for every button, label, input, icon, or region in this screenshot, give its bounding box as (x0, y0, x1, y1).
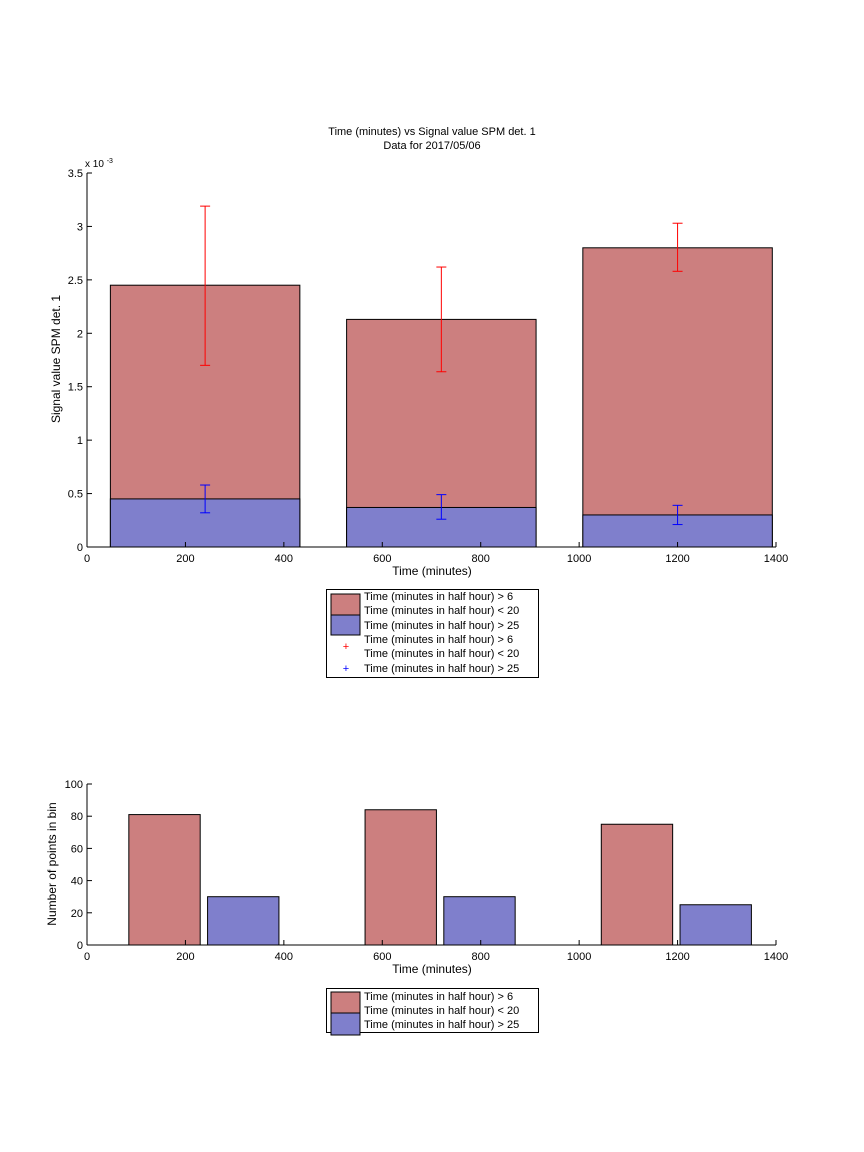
count-bar-blue (679, 904, 752, 946)
bottom-legend: Time (minutes in half hour) > 6 Time (mi… (326, 988, 539, 1036)
bottom-y-tick-label: 100 (65, 779, 83, 791)
top-y-tick-label: 2.5 (68, 275, 83, 287)
bottom-x-axis-label: Time (minutes) (392, 962, 472, 976)
top-legend-box (326, 589, 539, 678)
top-y-tick-label: 0 (77, 542, 83, 554)
bottom-legend-entry-1-line1: Time (minutes in half hour) > 6 (364, 991, 513, 1003)
bottom-x-tick-label: 600 (373, 951, 391, 963)
top-plot-area: 0 200 400 600 800 1000 1200 1400 0 0.5 1 1.5 2 2.5 3 3.… (68, 168, 789, 565)
top-legend: Time (minutes in half hour) > 6 Time (mi… (326, 589, 539, 678)
top-chart-title: Time (minutes) vs Signal value SPM det. … (328, 126, 535, 138)
top-chart-subtitle: Data for 2017/05/06 (383, 140, 480, 152)
top-y-axis-label: Signal value SPM det. 1 (49, 295, 63, 423)
legend-marker-red-plus: + (343, 641, 349, 653)
bottom-x-tick-label: 800 (472, 951, 490, 963)
bottom-x-tick-label: 1400 (764, 951, 788, 963)
top-x-axis-label: Time (minutes) (392, 564, 472, 578)
top-y-tick-label: 3.5 (68, 168, 83, 180)
top-legend-entry-3-line2: Time (minutes in half hour) < 20 (364, 648, 519, 660)
exponent-base: x 10 (85, 159, 104, 170)
bottom-y-tick-label: 60 (71, 843, 83, 855)
top-chart: Time (minutes) vs Signal value SPM det. … (49, 126, 788, 578)
top-y-tick-label: 2 (77, 328, 83, 340)
top-legend-entry-4: Time (minutes in half hour) > 25 (364, 663, 519, 675)
count-bar-red (128, 814, 201, 946)
top-x-tick-label: 200 (176, 553, 194, 565)
count-bar-red (600, 823, 674, 946)
bottom-y-tick-label: 80 (71, 811, 83, 823)
legend-swatch-blue (330, 614, 361, 636)
top-y-tick-label: 0.5 (68, 489, 83, 501)
top-legend-entry-3-line1: Time (minutes in half hour) > 6 (364, 634, 513, 646)
legend-marker-blue-plus: + (343, 663, 349, 675)
bottom-x-tick-label: 400 (275, 951, 293, 963)
bottom-legend-box (326, 988, 539, 1033)
bottom-y-tick-label: 20 (71, 908, 83, 920)
top-x-tick-label: 1200 (665, 553, 689, 565)
top-y-tick-label: 3 (77, 221, 83, 233)
bottom-chart: 0 200 400 600 800 1000 1200 1400 0 20 40 60 80 100 Ti… (45, 779, 788, 976)
bottom-legend-entry-1-line2: Time (minutes in half hour) < 20 (364, 1005, 519, 1017)
top-x-tick-label: 1400 (764, 553, 788, 565)
top-x-tick-label: 1000 (567, 553, 591, 565)
bottom-y-axis-label: Number of points in bin (45, 802, 59, 925)
top-x-tick-label: 400 (275, 553, 293, 565)
bottom-x-tick-label: 0 (84, 951, 90, 963)
bottom-y-tick-label: 40 (71, 876, 83, 888)
top-y-tick-label: 1.5 (68, 382, 83, 394)
legend-swatch-red (330, 593, 361, 617)
bottom-legend-entry-2: Time (minutes in half hour) > 25 (364, 1019, 519, 1031)
top-x-tick-label: 0 (84, 553, 90, 565)
top-legend-entry-2: Time (minutes in half hour) > 25 (364, 620, 519, 632)
bottom-legend-swatch-red (330, 991, 361, 1015)
count-bar-red (364, 809, 437, 946)
exponent-power: -3 (107, 158, 113, 165)
top-legend-entry-1-line1: Time (minutes in half hour) > 6 (364, 591, 513, 603)
top-x-tick-label: 600 (373, 553, 391, 565)
bottom-plot-area: 0 200 400 600 800 1000 1200 1400 0 20 40 60 80 100 (65, 779, 789, 963)
bottom-y-tick-label: 0 (77, 940, 83, 952)
top-x-tick-label: 800 (472, 553, 490, 565)
bottom-x-tick-label: 1000 (567, 951, 591, 963)
top-legend-entry-1-line2: Time (minutes in half hour) < 20 (364, 605, 519, 617)
bottom-x-tick-label: 1200 (665, 951, 689, 963)
top-y-tick-label: 1 (77, 435, 83, 447)
top-chart-exponent: x 10 -3 (85, 158, 113, 170)
count-bar-blue (207, 896, 280, 946)
bar-red (582, 247, 773, 548)
bottom-legend-swatch-blue (330, 1012, 361, 1036)
count-bar-blue (443, 896, 516, 946)
bottom-x-tick-label: 200 (176, 951, 194, 963)
